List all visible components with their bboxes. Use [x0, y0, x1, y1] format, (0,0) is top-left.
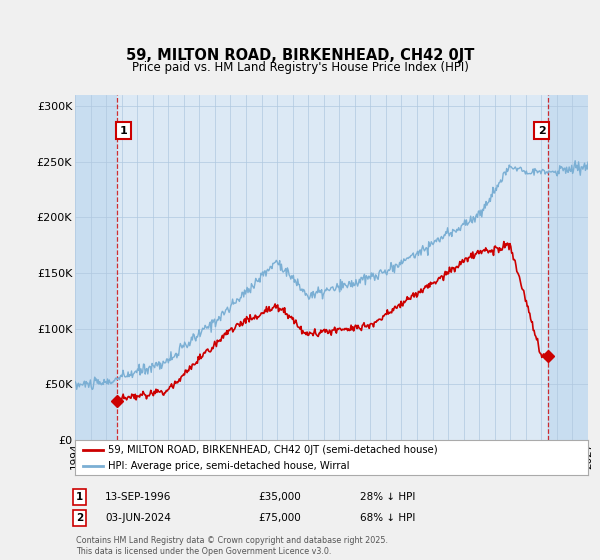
Text: 2: 2	[538, 126, 545, 136]
Text: Price paid vs. HM Land Registry's House Price Index (HPI): Price paid vs. HM Land Registry's House …	[131, 61, 469, 74]
Text: £75,000: £75,000	[258, 513, 301, 523]
Text: 1: 1	[119, 126, 127, 136]
Text: Contains HM Land Registry data © Crown copyright and database right 2025.
This d: Contains HM Land Registry data © Crown c…	[76, 536, 388, 556]
Text: 1: 1	[76, 492, 83, 502]
Text: 03-JUN-2024: 03-JUN-2024	[105, 513, 171, 523]
Text: 59, MILTON ROAD, BIRKENHEAD, CH42 0JT (semi-detached house): 59, MILTON ROAD, BIRKENHEAD, CH42 0JT (s…	[109, 445, 438, 455]
Text: 2: 2	[76, 513, 83, 523]
Text: 13-SEP-1996: 13-SEP-1996	[105, 492, 172, 502]
Text: 68% ↓ HPI: 68% ↓ HPI	[360, 513, 415, 523]
Text: 59, MILTON ROAD, BIRKENHEAD, CH42 0JT: 59, MILTON ROAD, BIRKENHEAD, CH42 0JT	[126, 48, 474, 63]
Text: 28% ↓ HPI: 28% ↓ HPI	[360, 492, 415, 502]
Text: £35,000: £35,000	[258, 492, 301, 502]
Bar	[75, 95, 117, 440]
Bar	[548, 95, 588, 440]
Text: HPI: Average price, semi-detached house, Wirral: HPI: Average price, semi-detached house,…	[109, 461, 350, 471]
